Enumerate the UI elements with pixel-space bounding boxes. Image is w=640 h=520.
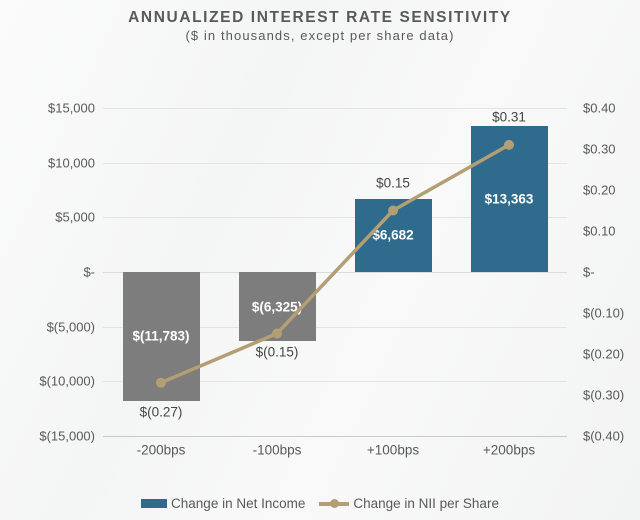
bar-value-label: $(6,325) xyxy=(251,299,303,315)
line-point-marker xyxy=(272,328,282,339)
y-axis-label-right: $(0.20) xyxy=(583,346,625,362)
per-share-value-label: $0.31 xyxy=(492,109,526,125)
chart-title: ANNUALIZED INTEREST RATE SENSITIVITY xyxy=(128,9,512,26)
y-axis-label-left: $15,000 xyxy=(48,100,95,116)
y-axis-label-right: $0.20 xyxy=(583,182,616,198)
line-point-marker xyxy=(504,139,514,150)
y-axis-label-left: $(10,000) xyxy=(39,373,95,389)
line-swatch-marker-icon xyxy=(329,499,339,508)
x-axis-label: +200bps xyxy=(482,442,536,458)
legend-label-nii-per-share: Change in NII per Share xyxy=(353,496,499,511)
y-axis-label-right: $(0.30) xyxy=(583,387,625,403)
y-axis-label-left: $- xyxy=(83,264,95,280)
legend: Change in Net Income Change in NII per S… xyxy=(0,496,640,511)
legend-item-nii-per-share: Change in NII per Share xyxy=(319,496,499,511)
per-share-value-label: $0.15 xyxy=(376,175,410,190)
y-axis-label-right: $0.10 xyxy=(583,223,616,239)
x-axis-label: -200bps xyxy=(136,442,186,458)
gridline xyxy=(103,326,567,328)
bar-series-swatch-icon xyxy=(141,499,168,508)
y-axis-label-right: $0.40 xyxy=(583,100,616,116)
line-series-swatch-icon xyxy=(319,499,350,508)
y-axis-label-right: $(0.40) xyxy=(583,428,625,444)
x-axis-label: +100bps xyxy=(366,442,420,458)
legend-item-net-income: Change in Net Income xyxy=(141,496,305,511)
nii-per-share-line xyxy=(160,143,510,385)
y-axis-label-left: $(5,000) xyxy=(46,319,95,335)
y-axis-label-left: $5,000 xyxy=(55,209,95,225)
y-axis-label-left: $10,000 xyxy=(48,155,95,171)
y-axis-label-right: $0.30 xyxy=(583,141,616,157)
gridline xyxy=(103,217,567,219)
line-point-marker xyxy=(388,205,398,216)
bar-value-label: $6,682 xyxy=(372,227,414,243)
gridline xyxy=(103,162,567,164)
legend-label-net-income: Change in Net Income xyxy=(171,496,306,511)
gridline xyxy=(103,108,567,109)
bar-value-label: $(11,783) xyxy=(132,328,190,344)
x-axis-label: -100bps xyxy=(252,442,302,458)
gridline xyxy=(103,381,567,383)
bar-value-label: $13,363 xyxy=(484,191,534,207)
x-axis-line xyxy=(103,436,567,437)
per-share-value-label: $(0.27) xyxy=(139,404,183,420)
net-income-bar xyxy=(470,125,548,272)
y-axis-label-right: $(0.10) xyxy=(583,305,625,321)
per-share-value-label: $(0.15) xyxy=(255,344,299,360)
y-axis-label-right: $- xyxy=(583,264,595,280)
y-axis-label-left: $(15,000) xyxy=(39,428,95,444)
line-point-marker xyxy=(156,377,166,388)
chart-subtitle: ($ in thousands, except per share data) xyxy=(185,28,455,43)
